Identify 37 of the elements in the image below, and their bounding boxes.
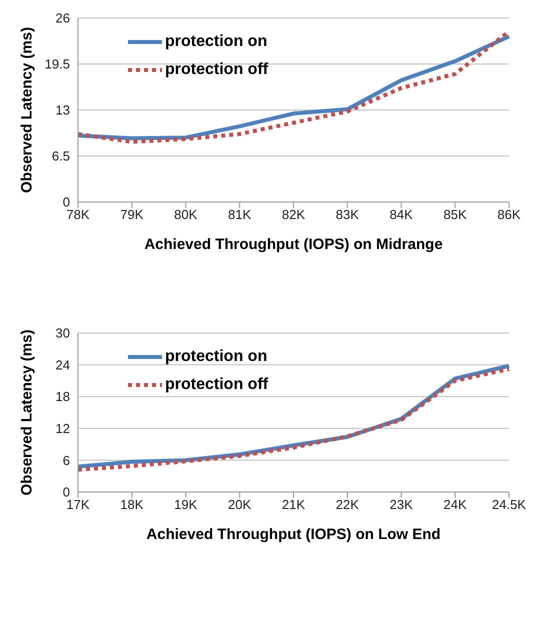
y-axis-title: Observed Latency (ms)	[18, 27, 36, 193]
x-tick-label: 80K	[174, 207, 198, 222]
x-tick-label: 79K	[120, 207, 144, 222]
legend-label: protection off	[165, 61, 268, 79]
legend-label: protection off	[165, 376, 268, 394]
x-tick-label: 86K	[497, 207, 521, 222]
x-tick-label: 78K	[66, 207, 90, 222]
y-tick-label: 6	[62, 452, 70, 468]
y-tick-label: 12	[56, 421, 70, 436]
x-tick-label: 21K	[282, 497, 306, 512]
x-tick-label: 24K	[444, 497, 468, 512]
y-tick-label: 0	[62, 484, 70, 500]
y-tick-label: 24	[56, 357, 70, 372]
x-tick-label: 85K	[444, 207, 468, 222]
y-tick-label: 18	[56, 389, 70, 404]
y-tick-label: 6.5	[52, 148, 70, 164]
x-tick-label: 18K	[120, 497, 144, 512]
y-axis-title: Observed Latency (ms)	[18, 330, 36, 496]
x-tick-label: 17K	[66, 497, 90, 512]
x-tick-label: 81K	[228, 207, 252, 222]
x-tick-label: 19K	[174, 497, 198, 512]
y-tick-label: 13	[56, 102, 70, 118]
legend-label: protection on	[165, 33, 268, 51]
x-tick-label: 22K	[336, 497, 360, 512]
x-tick-label: 20K	[228, 497, 252, 512]
legend-label: protection on	[165, 348, 268, 366]
y-tick-label: 0	[62, 194, 70, 210]
y-tick-label: 19.5	[44, 56, 70, 72]
x-tick-label: 84K	[390, 207, 414, 222]
x-axis-title: Achieved Throughput (IOPS) on Midrange	[144, 236, 443, 253]
y-tick-label: 30	[56, 326, 70, 341]
x-axis-title: Achieved Throughput (IOPS) on Low End	[146, 526, 441, 543]
x-tick-label: 23K	[390, 497, 414, 512]
x-tick-label: 82K	[282, 207, 306, 222]
x-tick-label: 83K	[336, 207, 360, 222]
y-tick-label: 26	[56, 10, 70, 26]
x-tick-label: 24.5K	[492, 497, 526, 512]
